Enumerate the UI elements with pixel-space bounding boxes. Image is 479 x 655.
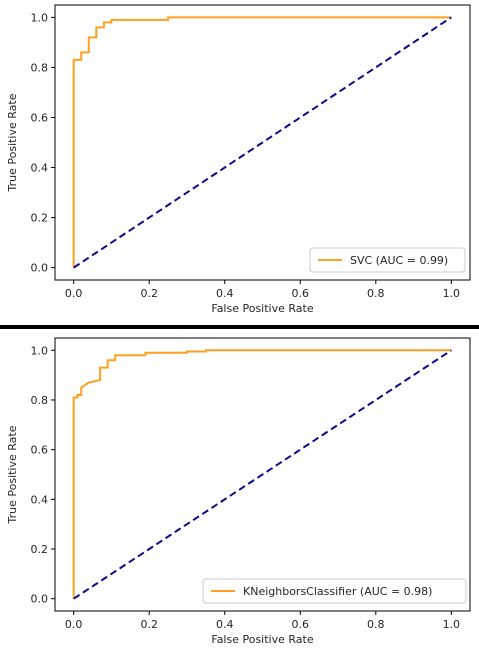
legend-box bbox=[202, 578, 467, 604]
legend-label: KNeighborsClassifier (AUC = 0.98) bbox=[243, 585, 432, 598]
legend-label: SVC (AUC = 0.99) bbox=[350, 254, 448, 267]
x-tick-label: 1.0 bbox=[443, 618, 461, 631]
axes-frame bbox=[54, 4, 471, 281]
roc-curve-line bbox=[72, 349, 452, 599]
axes-frame bbox=[54, 337, 471, 612]
y-tick-label: 0.4 bbox=[31, 493, 49, 506]
y-axis-label: True Positive Rate bbox=[6, 93, 19, 192]
y-tick-label: 0.8 bbox=[31, 394, 49, 407]
y-tick-label: 0.0 bbox=[31, 593, 49, 606]
y-tick-label: 0.6 bbox=[31, 111, 49, 124]
y-tick-label: 0.6 bbox=[31, 444, 49, 457]
x-axis-label: False Positive Rate bbox=[211, 302, 313, 315]
x-tick-label: 1.0 bbox=[443, 287, 461, 300]
chance-line bbox=[73, 349, 452, 600]
roc-chart-svc: 0.0 0.2 0.4 0.6 0.8 1.0 0.0 0.2 0.4 0.6 0.8 1.0 Fals… bbox=[6, 4, 471, 315]
x-tick-label: 0.8 bbox=[367, 287, 385, 300]
y-tick-label: 0.2 bbox=[31, 543, 49, 556]
x-tick-label: 0.6 bbox=[292, 618, 310, 631]
y-tick-label: 1.0 bbox=[31, 344, 49, 357]
x-tick-label: 0.0 bbox=[65, 618, 83, 631]
roc-curve-line bbox=[72, 16, 452, 268]
y-tick-label: 0.0 bbox=[31, 262, 49, 275]
y-tick-label: 0.8 bbox=[31, 61, 49, 74]
y-tick-label: 1.0 bbox=[31, 11, 49, 24]
y-axis-label: True Positive Rate bbox=[6, 425, 19, 524]
x-tick-label: 0.0 bbox=[65, 287, 83, 300]
y-tick-label: 0.2 bbox=[31, 212, 49, 225]
x-tick-label: 0.2 bbox=[140, 287, 158, 300]
legend-box bbox=[309, 247, 466, 273]
x-axis-label: False Positive Rate bbox=[211, 633, 313, 646]
roc-chart-knn: 0.0 0.2 0.4 0.6 0.8 1.0 0.0 0.2 0.4 0.6 0.8 1.0 Fals… bbox=[6, 337, 471, 646]
y-tick-label: 0.4 bbox=[31, 162, 49, 175]
legend: KNeighborsClassifier (AUC = 0.98) bbox=[202, 578, 467, 604]
x-tick-label: 0.4 bbox=[216, 618, 234, 631]
x-tick-label: 0.4 bbox=[216, 287, 234, 300]
x-tick-label: 0.2 bbox=[140, 618, 158, 631]
legend: SVC (AUC = 0.99) bbox=[309, 247, 466, 273]
chance-line bbox=[73, 16, 452, 269]
x-tick-label: 0.8 bbox=[367, 618, 385, 631]
x-tick-label: 0.6 bbox=[292, 287, 310, 300]
